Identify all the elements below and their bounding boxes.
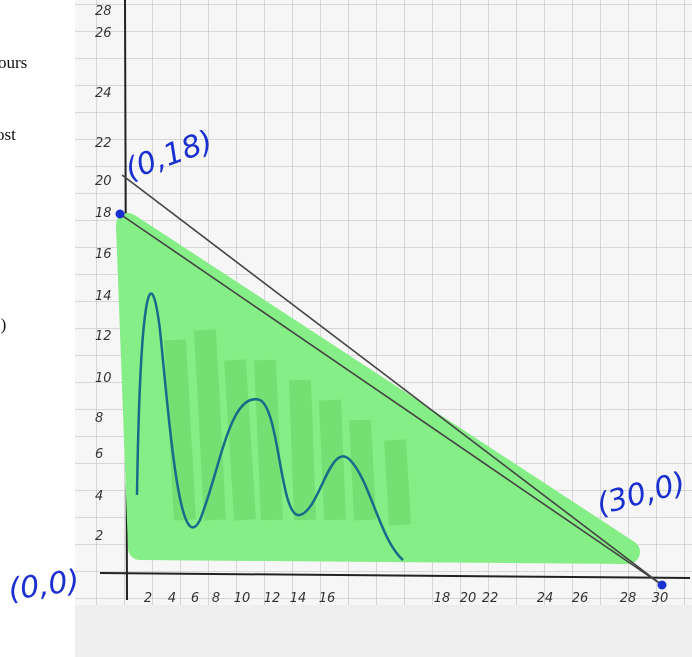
x-tick-label: 24 [537,591,554,606]
y-tick-label: 26 [95,26,112,41]
point [658,581,667,590]
x-tick-label: 18 [434,591,451,606]
x-tick-label: 26 [572,591,589,606]
y-tick-label: 28 [95,4,112,19]
y-tick-label: 18 [95,206,112,221]
x-tick-label: 20 [460,591,477,606]
x-tick-label: 14 [290,591,307,606]
x-tick-label: 10 [234,591,251,606]
y-tick-label: 6 [95,447,103,462]
side-text: ours [0,53,27,72]
x-tick-label: 8 [212,591,220,606]
y-tick-label: 8 [95,411,103,426]
point [116,210,125,219]
y-tick-label: 10 [95,371,112,386]
x-tick-label: 30 [652,591,669,606]
x-tick-label: 28 [620,591,637,606]
x-tick-label: 4 [168,591,176,606]
y-tick-label: 22 [95,136,112,151]
x-tick-label: 2 [144,591,152,606]
y-tick-label: 12 [95,329,112,344]
side-text: ost [0,125,16,144]
x-tick-label: 22 [482,591,499,606]
x-tick-label: 6 [191,591,199,606]
y-tick-label: 14 [95,289,112,304]
x-tick-label: 12 [264,591,281,606]
y-tick-label: 2 [95,529,103,544]
side-text: s) [0,315,6,334]
y-tick-label: 4 [95,489,103,504]
screenshot: oursosts)(0,18)(30,0)(0,0)28262422201816… [0,0,692,657]
y-tick-label: 16 [95,247,112,262]
x-tick-label: 16 [319,591,336,606]
paper-edge [75,605,692,657]
y-tick-label: 20 [95,174,112,189]
y-tick-label: 24 [95,86,112,101]
point-label: (0,0) [6,563,81,608]
